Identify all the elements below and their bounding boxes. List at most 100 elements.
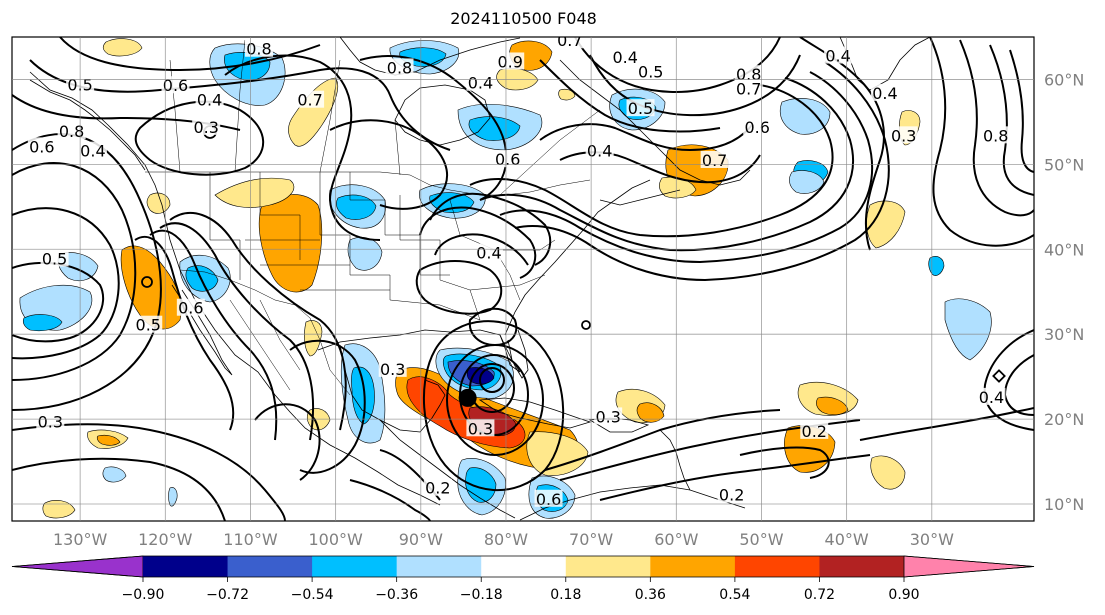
- contour-label-bg: [195, 90, 224, 108]
- contour-label-bg: [78, 141, 107, 159]
- shade-mexico-west-orange: [120, 245, 182, 330]
- contour-label: 0.4: [468, 74, 493, 93]
- shade-storm-yellow: [526, 431, 589, 476]
- contour-storm-4: [446, 344, 545, 456]
- shade-azores-lightblue: [944, 298, 992, 361]
- contour-label-bg: [734, 65, 763, 83]
- contour-label-bg: [57, 122, 86, 140]
- longitude-label: 30°W: [910, 530, 954, 549]
- contour-label: 0.6: [744, 118, 769, 137]
- coast-nova-scotia: [599, 189, 681, 206]
- contour-west-6: [149, 229, 278, 441]
- latitude-label: 40°N: [1044, 240, 1084, 259]
- latitude-labels: 10°N 20°N 30°N 40°N 50°N 60°N: [1044, 70, 1084, 514]
- shade-greenland-lightblue: [780, 98, 831, 135]
- coast-pacific-north-america: [29, 71, 441, 506]
- shade-bottom-left-yellow: [42, 500, 76, 519]
- colorbar-tick-label: 0.90: [888, 587, 919, 603]
- shade-texas-orange: [258, 194, 323, 293]
- longitude-label: 60°W: [654, 530, 698, 549]
- longitude-label: 110°W: [223, 530, 278, 549]
- shade-texas-yellow: [214, 177, 295, 208]
- contour-label: 0.8: [387, 58, 412, 77]
- contour-label-bg: [870, 83, 899, 101]
- longitude-label: 50°W: [739, 530, 783, 549]
- contour-label: 0.5: [136, 316, 161, 335]
- contour-label-bg: [244, 39, 273, 57]
- shade-bahamas-yellow: [558, 88, 576, 101]
- contour-label: 0.5: [42, 249, 67, 268]
- colorbar-segment: [396, 556, 482, 577]
- coast-hudson-bay: [394, 84, 491, 146]
- contour-central-3: [429, 192, 552, 266]
- colorbar-tick-label: −0.36: [375, 587, 418, 603]
- border-mexico-states: [229, 299, 351, 396]
- contour-label-bg: [534, 489, 563, 507]
- latitude-label: 20°N: [1044, 410, 1084, 429]
- contour-central-4: [419, 206, 537, 279]
- contour-label-bg: [161, 76, 190, 94]
- contour-label: 0.4: [197, 91, 222, 110]
- longitude-label: 70°W: [569, 530, 613, 549]
- contour-ne-2: [479, 77, 855, 252]
- colorbar-extend-high: [903, 555, 1035, 578]
- contour-greenland-4: [989, 44, 1034, 196]
- contour-sw-1: [12, 423, 286, 521]
- contour-label-bg: [743, 117, 772, 135]
- contour-ne-6: [539, 123, 753, 152]
- contour-label: 0.7: [297, 91, 322, 110]
- storm-center-marker: [458, 388, 477, 407]
- contour-labrador-3: [539, 59, 721, 133]
- contour-label-bg: [496, 52, 525, 70]
- longitude-label: 40°W: [825, 530, 869, 549]
- contour-label-bg: [824, 46, 853, 64]
- coast-baja: [171, 284, 233, 376]
- contour-carib-3: [599, 454, 871, 501]
- latitude-label: 10°N: [1044, 495, 1084, 514]
- colorbar-segment: [734, 556, 820, 577]
- contour-greenland-2: [929, 37, 1034, 247]
- contour-greenland-5: [1009, 49, 1034, 173]
- contour-label-bg: [36, 412, 65, 430]
- longitude-label: 120°W: [138, 530, 193, 549]
- latitude-label: 30°N: [1044, 325, 1084, 344]
- contour-label: 0.7: [736, 80, 761, 99]
- contour-label: 0.2: [802, 422, 827, 441]
- colorbar-extend-low: [11, 555, 144, 578]
- contour-label: 0.8: [59, 122, 84, 141]
- contour-label-bg: [176, 298, 205, 316]
- colorbar-tick-label: 0.18: [550, 587, 581, 603]
- contour-storm-2: [469, 363, 516, 413]
- contour-label: 0.6: [163, 76, 188, 95]
- contour-label-bg: [626, 99, 655, 117]
- contour-label: 0.3: [595, 407, 620, 426]
- contour-ne-3: [499, 71, 874, 264]
- longitude-label: 100°W: [308, 530, 363, 549]
- contour-label: 0.3: [468, 419, 493, 438]
- contour-sw-2: [12, 457, 226, 521]
- coast-florida: [499, 329, 529, 379]
- border-state-a: [209, 172, 241, 280]
- contour-label: 0.3: [193, 118, 218, 137]
- contour-label-bg: [977, 387, 1006, 405]
- contour-label-bg: [27, 137, 56, 155]
- longitude-label: 80°W: [484, 530, 528, 549]
- map-area: 0.50.30.6 0.40.80.5 0.60.40.30.50.60.80.70…: [11, 36, 1035, 522]
- contour-label-bg: [889, 126, 918, 144]
- contour-label-bg: [555, 37, 584, 49]
- small-contour-b: [141, 276, 153, 288]
- contour-label-bg: [636, 62, 665, 80]
- contour-label: 0.6: [29, 137, 54, 156]
- contour-label: 0.4: [587, 142, 612, 161]
- contour-east-3: [859, 407, 1034, 441]
- contour-mex-2: [254, 403, 321, 481]
- shade-rockies-yellow: [288, 77, 339, 147]
- contour-west-3: [12, 207, 120, 360]
- coast-alaska-panhandle: [29, 79, 146, 171]
- contour-label: 0.8: [983, 126, 1008, 145]
- shade-azores-blue: [928, 256, 945, 276]
- colorbar-tick-label: −0.18: [460, 587, 503, 603]
- shade-northatl-lightblue: [789, 170, 825, 194]
- contour-atl-1: [739, 446, 830, 479]
- colorbar-tick-label: −0.72: [206, 587, 249, 603]
